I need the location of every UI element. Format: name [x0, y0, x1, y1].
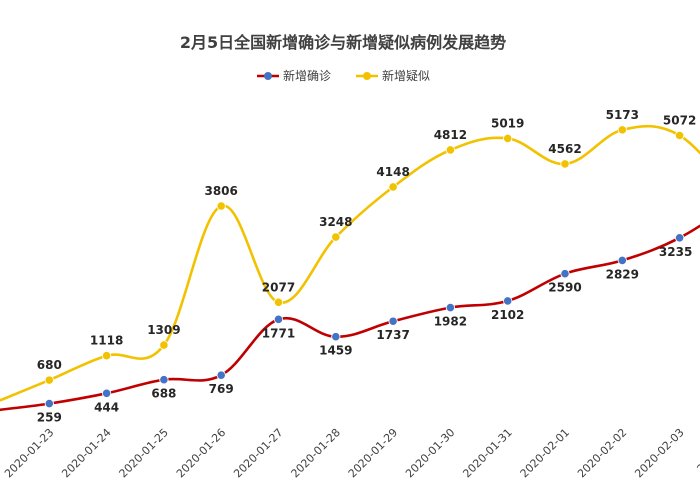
series-0-label-12: 3235: [659, 245, 692, 259]
legend-marker-1: [363, 72, 371, 80]
series-0-label-8: 1982: [434, 315, 467, 329]
series-0-point-6: [331, 332, 341, 342]
x-tick-label-13: 2020-02-0: [695, 426, 700, 475]
series-1-point-7: [388, 182, 398, 192]
legend-label-1: 新增疑似: [382, 68, 430, 83]
series-1-point-6: [331, 232, 341, 242]
series-1-label-7: 4148: [376, 165, 409, 179]
series-0-label-6: 1459: [319, 344, 352, 358]
x-tick-label-12: 2020-02-03: [632, 426, 686, 480]
series-0-label-11: 2829: [606, 267, 639, 281]
x-tick-label-2: 2020-01-24: [59, 426, 113, 480]
legend-item-0: 新增确诊: [257, 68, 331, 83]
x-tick-label-9: 2020-01-31: [460, 426, 514, 480]
series-0-point-3: [159, 375, 169, 385]
x-tick-label-1: 2020-01-23: [2, 426, 56, 480]
series-0-label-3: 688: [151, 387, 176, 401]
x-tick-label-11: 2020-02-02: [575, 426, 629, 480]
series-1-label-6: 3248: [319, 215, 352, 229]
series-0-label-9: 2102: [491, 308, 524, 322]
series-1-label-3: 1309: [147, 323, 180, 337]
series-1-label-5: 2077: [262, 280, 295, 294]
x-tick-label-4: 2020-01-26: [174, 426, 228, 480]
x-tick-label-7: 2020-01-29: [346, 426, 400, 480]
series-0-point-9: [503, 296, 513, 306]
series-0-point-10: [560, 269, 570, 279]
series-1-point-2: [102, 351, 112, 361]
series-1-point-10: [560, 159, 570, 169]
series-0-point-12: [674, 233, 685, 243]
series-1-point-12: [674, 130, 685, 141]
series-1-label-11: 5173: [606, 108, 639, 122]
series-1-point-3: [159, 340, 169, 350]
series-0-point-8: [445, 303, 455, 313]
series-1-label-2: 1118: [90, 334, 123, 348]
series-1-label-10: 4562: [548, 142, 581, 156]
legend-label-0: 新增确诊: [283, 68, 331, 83]
series-0-point-2: [102, 388, 112, 398]
x-tick-label-6: 2020-01-28: [289, 426, 343, 480]
series-line-1: [0, 124, 700, 402]
series-0-label-2: 444: [94, 400, 119, 414]
x-tick-label-10: 2020-02-01: [518, 426, 572, 480]
series-1-point-8: [445, 145, 455, 155]
series-1-label-8: 4812: [434, 128, 467, 142]
series-0-point-1: [44, 398, 54, 409]
series-layer: [0, 124, 700, 412]
series-1-point-1: [44, 375, 54, 385]
legend-marker-0: [264, 72, 272, 80]
series-0-point-4: [216, 370, 226, 380]
series-0-label-4: 769: [209, 382, 234, 396]
x-tick-label-8: 2020-01-30: [403, 426, 457, 480]
series-0-point-5: [273, 314, 284, 324]
data-label-layer: 259 444 688 769 1771 1459 1737 1982 2102 2590 2829…: [37, 108, 697, 425]
series-1-point-4: [216, 201, 226, 211]
series-0-point-7: [388, 316, 398, 326]
chart-title: 2月5日全国新增确诊与新增疑似病例发展趋势: [180, 33, 506, 52]
x-tick-label-3: 2020-01-25: [117, 426, 171, 480]
series-1-point-5: [273, 297, 284, 307]
series-1-label-1: 680: [37, 358, 62, 372]
legend: 新增确诊 新增疑似: [257, 68, 430, 83]
series-1-label-12: 5072: [663, 113, 696, 127]
series-line-0: [0, 224, 700, 412]
series-0-label-1: 259: [37, 411, 62, 425]
series-1-point-9: [503, 133, 513, 144]
series-1-label-9: 5019: [491, 116, 524, 130]
series-0-label-10: 2590: [548, 281, 581, 295]
legend-item-1: 新增疑似: [356, 68, 430, 83]
series-1-label-4: 3806: [204, 184, 237, 198]
series-0-point-11: [617, 255, 627, 266]
series-1-point-11: [617, 125, 627, 135]
series-0-label-7: 1737: [376, 328, 409, 342]
series-0-label-5: 1771: [262, 326, 295, 340]
x-axis-ticks: 2020-01-23 2020-01-24 2020-01-25 2020-01-26…: [2, 426, 700, 480]
x-tick-label-5: 2020-01-27: [231, 426, 285, 480]
